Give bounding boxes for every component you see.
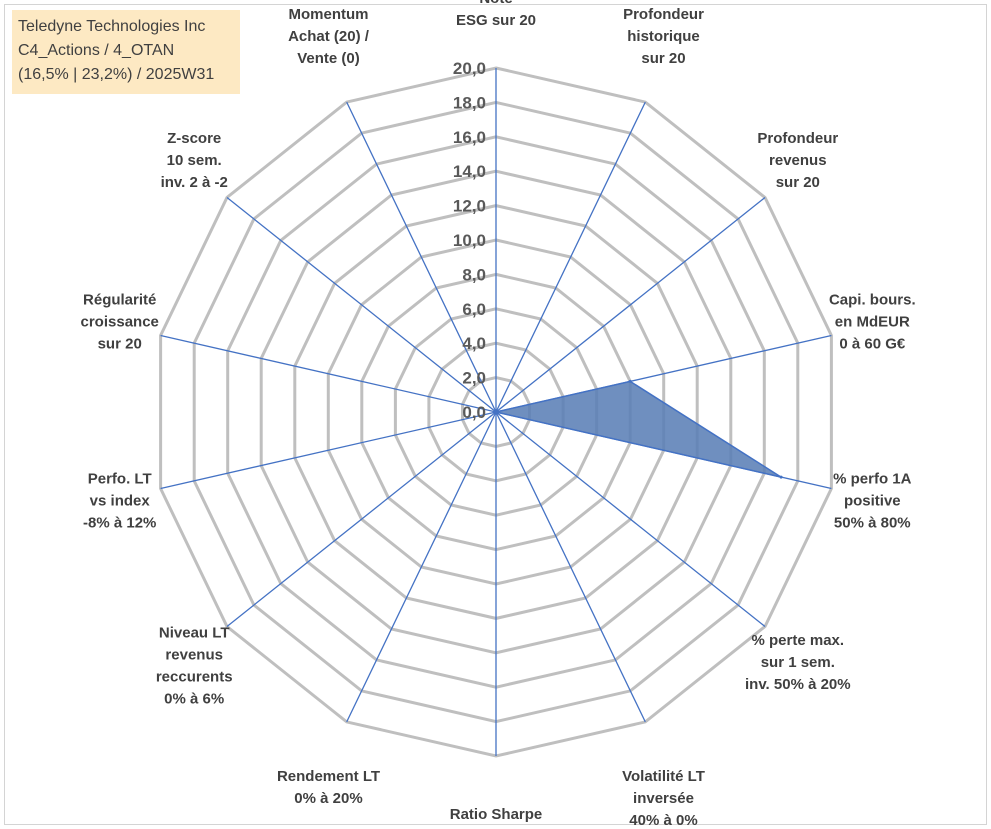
axis-label-5-line-2: inv. 50% à 20% [745, 676, 851, 693]
series-area [495, 380, 782, 478]
axis-label-4-line-0: % perfo 1A [833, 471, 912, 488]
axis-label-6-line-0: Volatilité LT [622, 768, 705, 785]
axis-label-8: Rendement LT 0% à 20% [277, 768, 380, 807]
axis-label-11: Régularité croissance sur 20 [81, 291, 159, 352]
tick-label-5: 10,0 [453, 231, 486, 250]
axis-label-7-line-0: Ratio Sharpe [450, 806, 543, 823]
axis-label-8-line-0: Rendement LT [277, 768, 380, 785]
series-point-3 [628, 379, 632, 383]
axis-label-13-line-1: Achat (20) / [288, 28, 370, 45]
axis-label-6-line-1: inversée [633, 790, 694, 807]
axis-label-10-line-1: vs index [90, 493, 151, 510]
axis-label-9-line-1: revenus [165, 646, 223, 663]
axis-label-5: % perte max. sur 1 sem. inv. 50% à 20% [745, 632, 851, 693]
radial-tick-labels: 0,0 2,0 4,0 6,0 8,0 10,0 12,0 14,0 16,0 18,0 20,0 [453, 59, 486, 422]
axis-label-3: Capi. bours. en MdEUR 0 à 60 G€ [829, 291, 916, 352]
axis-label-1-line-2: sur 20 [641, 50, 685, 67]
tick-label-6: 12,0 [453, 197, 486, 216]
axis-label-3-line-2: 0 à 60 G€ [839, 335, 906, 352]
axis-label-12-line-1: 10 sem. [167, 152, 222, 169]
axis-spoke-2 [495, 196, 766, 413]
tick-label-3: 6,0 [462, 300, 486, 319]
axis-label-12: Z-score 10 sem. inv. 2 à -2 [161, 130, 228, 191]
axis-label-0-line-0: Note [479, 0, 512, 7]
chart-subtitle-category: C4_Actions / 4_OTAN [18, 42, 175, 59]
axis-label-8-line-1: 0% à 20% [294, 790, 362, 807]
tick-label-9: 18,0 [453, 93, 486, 112]
chart-title-box: Teledyne Technologies Inc C4_Actions / 4… [12, 10, 240, 94]
axis-label-2-line-1: revenus [769, 152, 827, 169]
axis-spoke-6 [495, 411, 646, 723]
axis-label-10: Perfo. LT vs index -8% à 12% [83, 471, 156, 532]
axis-spoke-13 [346, 101, 497, 413]
axis-label-10-line-2: -8% à 12% [83, 515, 156, 532]
axis-label-3-line-0: Capi. bours. [829, 291, 916, 308]
axis-spoke-10 [160, 411, 497, 490]
axis-label-5-line-1: sur 1 sem. [761, 654, 835, 671]
axis-label-4-line-2: 50% à 80% [834, 515, 911, 532]
series-point-13 [494, 410, 498, 414]
axis-label-1-line-0: Profondeur [623, 6, 704, 23]
axis-label-12-line-2: inv. 2 à -2 [161, 174, 228, 191]
chart-subtitle-stats: (16,5% | 23,2%) / 2025W31 [18, 66, 215, 83]
tick-label-1: 2,0 [462, 369, 486, 388]
axis-label-6: Volatilité LT inversée 40% à 0% [622, 768, 705, 829]
axis-label-10-line-0: Perfo. LT [88, 471, 152, 488]
axis-label-13-line-0: Momentum [289, 6, 369, 23]
chart-title: Teledyne Technologies Inc [18, 18, 206, 35]
axis-label-11-line-1: croissance [81, 313, 159, 330]
axis-label-0-line-1: ESG sur 20 [456, 12, 536, 29]
tick-label-7: 14,0 [453, 162, 486, 181]
axis-spoke-5 [495, 411, 766, 628]
axis-label-2-line-2: sur 20 [776, 174, 820, 191]
tick-label-10: 20,0 [453, 59, 486, 78]
axis-label-7: Ratio Sharpe0 à 1 [450, 806, 543, 829]
axis-label-1-line-1: historique [627, 28, 700, 45]
axis-label-2-line-0: Profondeur [757, 130, 838, 147]
axis-label-3-line-1: en MdEUR [835, 313, 910, 330]
tick-label-4: 8,0 [462, 265, 486, 284]
tick-label-0: 0,0 [462, 403, 486, 422]
axis-label-9-line-2: reccurents [156, 668, 233, 685]
axis-spoke-8 [346, 411, 497, 723]
axis-label-13-line-2: Vente (0) [297, 50, 360, 67]
axis-label-2: Profondeur revenus sur 20 [757, 130, 838, 191]
axis-label-11-line-0: Régularité [83, 291, 156, 308]
axis-label-11-line-2: sur 20 [98, 335, 142, 352]
axis-spoke-12 [226, 196, 497, 413]
axis-label-5-line-0: % perte max. [752, 632, 845, 649]
axis-spoke-1 [495, 101, 646, 413]
series-point-4 [779, 475, 783, 479]
radar-series [494, 379, 783, 479]
axis-label-9-line-3: 0% à 6% [164, 690, 224, 707]
axis-label-0: Note ESG sur 20 [456, 0, 536, 29]
axis-label-12-line-0: Z-score [167, 130, 221, 147]
axis-label-9-line-0: Niveau LT [159, 624, 230, 641]
axis-label-9: Niveau LT revenus reccurents 0% à 6% [156, 624, 233, 707]
tick-label-8: 16,0 [453, 128, 486, 147]
axis-label-13: Momentum Achat (20) / Vente (0) [288, 6, 370, 67]
axis-label-6-line-2: 40% à 0% [629, 812, 697, 829]
axis-spoke-11 [160, 334, 497, 413]
axis-label-1: Profondeur historique sur 20 [623, 6, 704, 67]
tick-label-2: 4,0 [462, 334, 486, 353]
axis-label-4-line-1: positive [844, 493, 901, 510]
axis-labels: Note ESG sur 20 Profondeur historique sur 20… [81, 0, 916, 829]
axis-spoke-9 [226, 411, 497, 628]
axis-label-4: % perfo 1A positive 50% à 80% [833, 471, 912, 532]
